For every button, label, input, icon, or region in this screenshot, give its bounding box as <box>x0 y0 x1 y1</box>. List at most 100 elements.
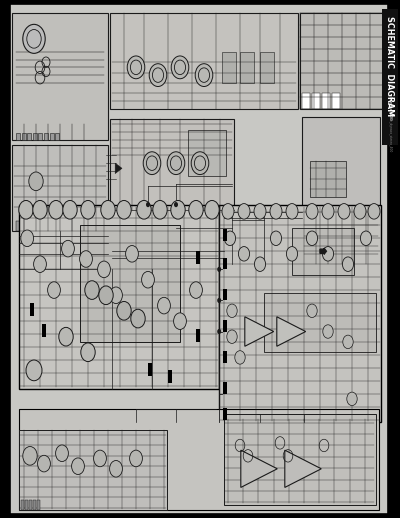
Bar <box>222 52 236 83</box>
Circle shape <box>48 282 60 298</box>
Circle shape <box>149 64 167 87</box>
Circle shape <box>34 256 46 272</box>
Circle shape <box>360 231 372 246</box>
Circle shape <box>342 257 354 271</box>
Circle shape <box>217 329 221 334</box>
Bar <box>44 133 48 140</box>
Circle shape <box>286 204 298 219</box>
Circle shape <box>23 24 45 53</box>
Circle shape <box>171 200 185 219</box>
Circle shape <box>306 204 318 219</box>
Bar <box>382 9 398 145</box>
Circle shape <box>56 445 68 462</box>
Bar <box>264 293 376 352</box>
Bar <box>110 119 234 210</box>
Circle shape <box>101 200 115 219</box>
Circle shape <box>85 281 99 299</box>
Bar <box>223 351 227 363</box>
Circle shape <box>94 450 106 467</box>
Text: hfe_dynaco_stereo_400: hfe_dynaco_stereo_400 <box>388 117 392 152</box>
Bar <box>223 382 227 394</box>
Bar <box>48 221 53 231</box>
Bar <box>223 258 227 269</box>
Bar <box>300 13 384 109</box>
Circle shape <box>142 271 154 288</box>
Circle shape <box>49 200 63 219</box>
Bar <box>224 414 376 505</box>
Circle shape <box>110 287 122 304</box>
Bar <box>260 52 274 83</box>
Bar <box>80 225 180 342</box>
Circle shape <box>338 204 350 219</box>
Circle shape <box>235 351 245 364</box>
Circle shape <box>343 335 353 349</box>
Bar <box>22 133 26 140</box>
Bar <box>33 500 36 510</box>
Circle shape <box>38 455 50 472</box>
Circle shape <box>117 200 131 219</box>
Bar <box>27 133 31 140</box>
Polygon shape <box>245 317 274 347</box>
Bar <box>67 221 72 231</box>
Bar <box>42 324 46 337</box>
Bar <box>292 228 354 275</box>
Circle shape <box>171 56 189 79</box>
Bar <box>219 205 381 422</box>
Circle shape <box>227 304 237 318</box>
Circle shape <box>189 200 203 219</box>
Circle shape <box>98 261 110 278</box>
Circle shape <box>254 204 266 219</box>
Circle shape <box>167 152 185 175</box>
Circle shape <box>21 230 34 247</box>
Bar <box>19 205 219 388</box>
Circle shape <box>323 325 333 338</box>
Circle shape <box>286 247 298 261</box>
Bar <box>22 221 27 231</box>
Bar <box>196 329 200 342</box>
Circle shape <box>72 458 84 474</box>
Circle shape <box>306 231 318 246</box>
Polygon shape <box>115 163 122 174</box>
Bar <box>38 133 42 140</box>
Circle shape <box>368 204 380 219</box>
Circle shape <box>217 298 221 303</box>
Circle shape <box>143 152 161 175</box>
Circle shape <box>322 204 334 219</box>
Circle shape <box>63 200 77 219</box>
Circle shape <box>322 247 334 261</box>
Bar <box>188 130 226 176</box>
Circle shape <box>19 200 33 219</box>
Bar <box>332 93 340 109</box>
Bar <box>240 52 254 83</box>
Bar <box>302 210 380 264</box>
Bar <box>302 117 380 207</box>
Bar <box>16 133 20 140</box>
Circle shape <box>26 360 42 381</box>
Bar <box>21 500 24 510</box>
Circle shape <box>270 231 282 246</box>
Circle shape <box>29 172 43 191</box>
Bar <box>322 93 330 109</box>
Circle shape <box>224 231 236 246</box>
Circle shape <box>307 304 317 318</box>
Circle shape <box>227 330 237 343</box>
Bar <box>196 251 200 264</box>
Bar <box>148 363 152 376</box>
Polygon shape <box>241 450 277 487</box>
Polygon shape <box>285 450 321 487</box>
Circle shape <box>217 267 221 272</box>
Bar <box>55 133 59 140</box>
Polygon shape <box>277 317 306 347</box>
Bar <box>74 221 78 231</box>
Bar <box>29 500 32 510</box>
Text: Stereo 400: Stereo 400 <box>388 96 392 120</box>
Circle shape <box>131 309 145 328</box>
Circle shape <box>130 450 142 467</box>
Circle shape <box>347 392 357 406</box>
Bar <box>50 133 54 140</box>
Circle shape <box>33 200 47 219</box>
Circle shape <box>80 251 92 267</box>
Circle shape <box>238 247 250 261</box>
Bar <box>29 221 34 231</box>
Circle shape <box>158 297 170 314</box>
